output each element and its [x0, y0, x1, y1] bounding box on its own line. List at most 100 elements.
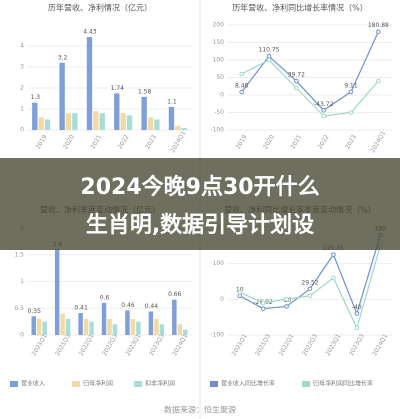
- bar: [177, 324, 183, 335]
- y-tick-label: 3: [20, 64, 24, 71]
- bar: [114, 93, 120, 130]
- bar: [32, 102, 38, 130]
- bar: [54, 249, 60, 335]
- bar: [107, 318, 112, 335]
- bar: [38, 117, 44, 130]
- y-tick-label: 50: [216, 74, 224, 81]
- bar: [42, 321, 47, 335]
- point: [294, 78, 299, 84]
- y-tick-label: 0: [20, 332, 24, 339]
- point: [307, 286, 313, 292]
- y-tick-label: 1: [20, 106, 24, 113]
- point: [260, 306, 266, 311]
- value-label: 1.1: [167, 98, 177, 105]
- value-label: -40: [352, 304, 362, 311]
- value-label: 9.11: [344, 82, 358, 89]
- value-label: 0.46: [121, 302, 135, 309]
- value-label: 1.74: [111, 85, 125, 92]
- footer: 数据来源：恒生聚源: [164, 405, 236, 415]
- point: [321, 108, 326, 113]
- bar: [65, 113, 72, 130]
- y-tick-label: 0: [220, 296, 224, 303]
- bar: [181, 127, 187, 130]
- point: [294, 85, 299, 91]
- legend-label: 扣非净利润: [145, 380, 175, 388]
- y-tick-label: 100: [213, 260, 225, 267]
- y-tick-label: 150: [213, 39, 225, 46]
- y-tick-label: 0: [20, 127, 24, 134]
- point: [376, 78, 381, 84]
- bar: [101, 302, 107, 335]
- y-tick-label: 4: [20, 43, 24, 50]
- legend-label: 营业收入: [21, 380, 45, 388]
- legend-label: 营业收入同比增长率: [221, 380, 275, 388]
- point: [237, 293, 243, 299]
- legend-swatch: [72, 381, 80, 387]
- bar: [112, 324, 118, 335]
- value-label: 110.75: [259, 47, 280, 54]
- value-label: 3.2: [58, 54, 68, 61]
- value-label: 0.35: [28, 308, 42, 315]
- y-tick-label: -100: [210, 332, 224, 339]
- bar: [125, 310, 130, 335]
- bar: [147, 117, 154, 130]
- bar: [65, 318, 71, 335]
- series-line: [241, 59, 379, 117]
- point: [237, 289, 243, 295]
- bar: [148, 311, 154, 335]
- y-tick-label: 100: [213, 57, 225, 64]
- value-label: 4.43: [83, 28, 97, 35]
- bar: [168, 106, 175, 130]
- legend-swatch: [10, 381, 18, 387]
- point: [284, 297, 289, 302]
- bar: [72, 113, 78, 130]
- bar: [89, 321, 94, 335]
- y-tick-label: 2: [20, 85, 24, 92]
- bar: [86, 36, 93, 130]
- bar: [78, 313, 83, 335]
- bar: [154, 318, 159, 335]
- overlay-title: 生肖明,数据引导计划设: [86, 212, 314, 238]
- bar: [99, 113, 105, 130]
- point: [321, 113, 326, 119]
- point: [354, 311, 360, 316]
- y-tick-label: 1: [20, 278, 24, 285]
- value-label: 1.3: [31, 94, 41, 101]
- value-label: 0.41: [74, 305, 88, 312]
- y-tick-label: -50: [214, 109, 224, 116]
- value-label: 8.48: [235, 83, 249, 90]
- y-tick-label: 1.5: [14, 251, 24, 258]
- y-tick-label: 200: [213, 22, 225, 29]
- point: [348, 110, 354, 115]
- bar: [172, 299, 177, 335]
- legend-swatch: [302, 381, 310, 387]
- value-label: 180.88: [368, 22, 389, 29]
- bar: [126, 115, 133, 130]
- bar: [141, 96, 147, 130]
- bar: [60, 313, 65, 335]
- point: [348, 89, 354, 95]
- legend-swatch: [210, 381, 218, 387]
- bar: [159, 324, 165, 335]
- overlay-band: [0, 158, 400, 250]
- bar: [130, 318, 136, 335]
- point: [354, 325, 360, 331]
- bar: [183, 329, 188, 335]
- bar: [120, 113, 126, 130]
- value-label: 39.72: [288, 72, 305, 79]
- point: [331, 275, 336, 281]
- bar: [36, 318, 42, 335]
- point: [376, 29, 381, 34]
- overlay-title: 2024今晚9点30开什么: [80, 174, 319, 200]
- bar: [154, 119, 160, 130]
- value-label: 0.44: [145, 303, 159, 310]
- bar: [59, 62, 65, 130]
- legend-swatch: [134, 381, 142, 387]
- bar: [83, 318, 89, 335]
- value-label: 0.6: [100, 294, 110, 301]
- point: [331, 252, 336, 257]
- legend-label: 归母净利润: [83, 380, 113, 388]
- bar: [175, 125, 181, 130]
- point: [266, 57, 272, 63]
